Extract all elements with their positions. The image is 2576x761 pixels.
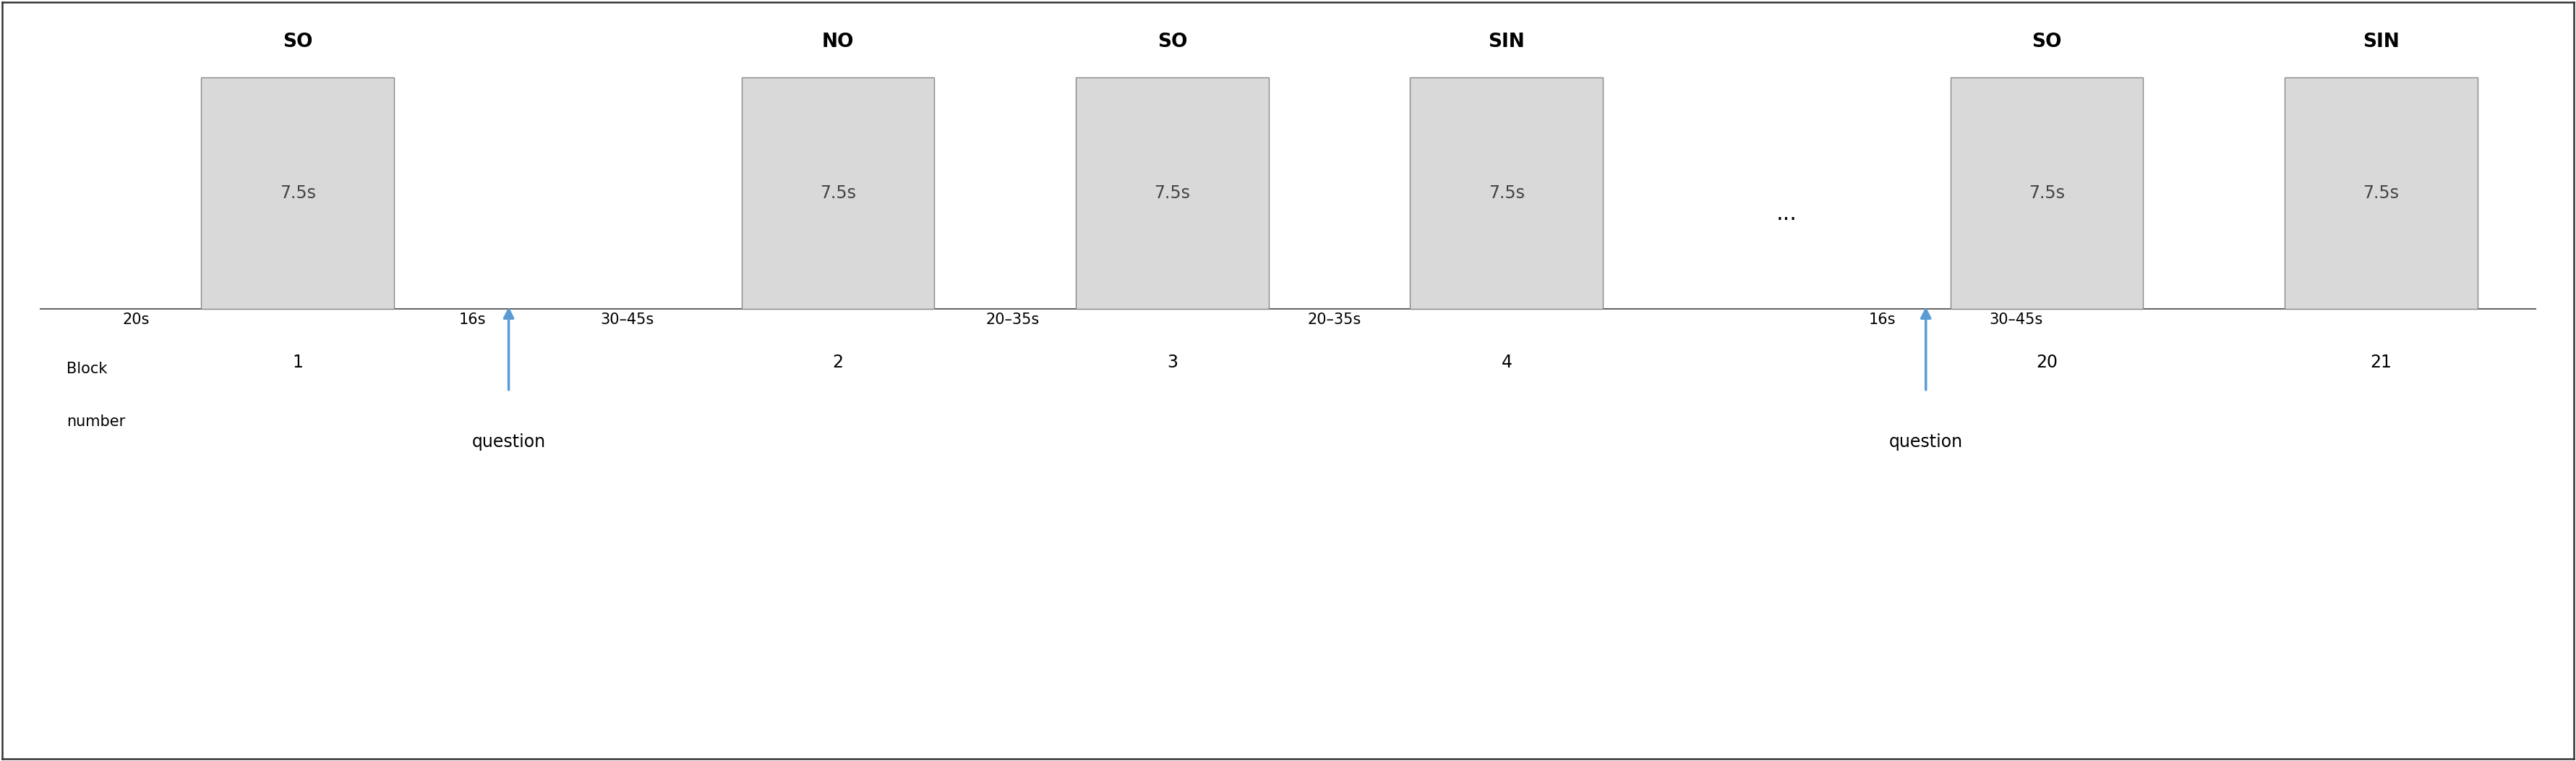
Text: 4: 4: [1502, 354, 1512, 371]
Text: 20–35s: 20–35s: [987, 312, 1041, 326]
Bar: [1077, 78, 1270, 309]
Text: 3: 3: [1167, 354, 1177, 371]
Text: 7.5s: 7.5s: [281, 184, 317, 202]
Bar: [1950, 78, 2143, 309]
Text: SIN: SIN: [1489, 33, 1525, 51]
Text: Block: Block: [67, 361, 108, 376]
Bar: [201, 78, 394, 309]
Text: 16s: 16s: [459, 312, 487, 326]
Text: SIN: SIN: [2362, 33, 2398, 51]
Text: 16s: 16s: [1868, 312, 1896, 326]
Text: 20s: 20s: [121, 312, 149, 326]
Bar: [1409, 78, 1602, 309]
Text: 20: 20: [2035, 354, 2058, 371]
Text: SO: SO: [283, 33, 312, 51]
Text: 7.5s: 7.5s: [819, 184, 855, 202]
Text: 2: 2: [832, 354, 842, 371]
Text: ...: ...: [1777, 203, 1798, 224]
Text: question: question: [1888, 434, 1963, 451]
Text: 20–35s: 20–35s: [1309, 312, 1360, 326]
Text: question: question: [471, 434, 546, 451]
Bar: [742, 78, 935, 309]
Text: 7.5s: 7.5s: [1154, 184, 1190, 202]
Text: SO: SO: [1157, 33, 1188, 51]
Text: 21: 21: [2370, 354, 2393, 371]
Text: 30–45s: 30–45s: [600, 312, 654, 326]
Text: 7.5s: 7.5s: [1489, 184, 1525, 202]
Text: number: number: [67, 415, 126, 429]
Bar: [2285, 78, 2478, 309]
Text: NO: NO: [822, 33, 855, 51]
Text: 7.5s: 7.5s: [2030, 184, 2066, 202]
Text: SO: SO: [2032, 33, 2061, 51]
Text: 30–45s: 30–45s: [1989, 312, 2043, 326]
Text: 1: 1: [294, 354, 304, 371]
Text: 7.5s: 7.5s: [2362, 184, 2398, 202]
